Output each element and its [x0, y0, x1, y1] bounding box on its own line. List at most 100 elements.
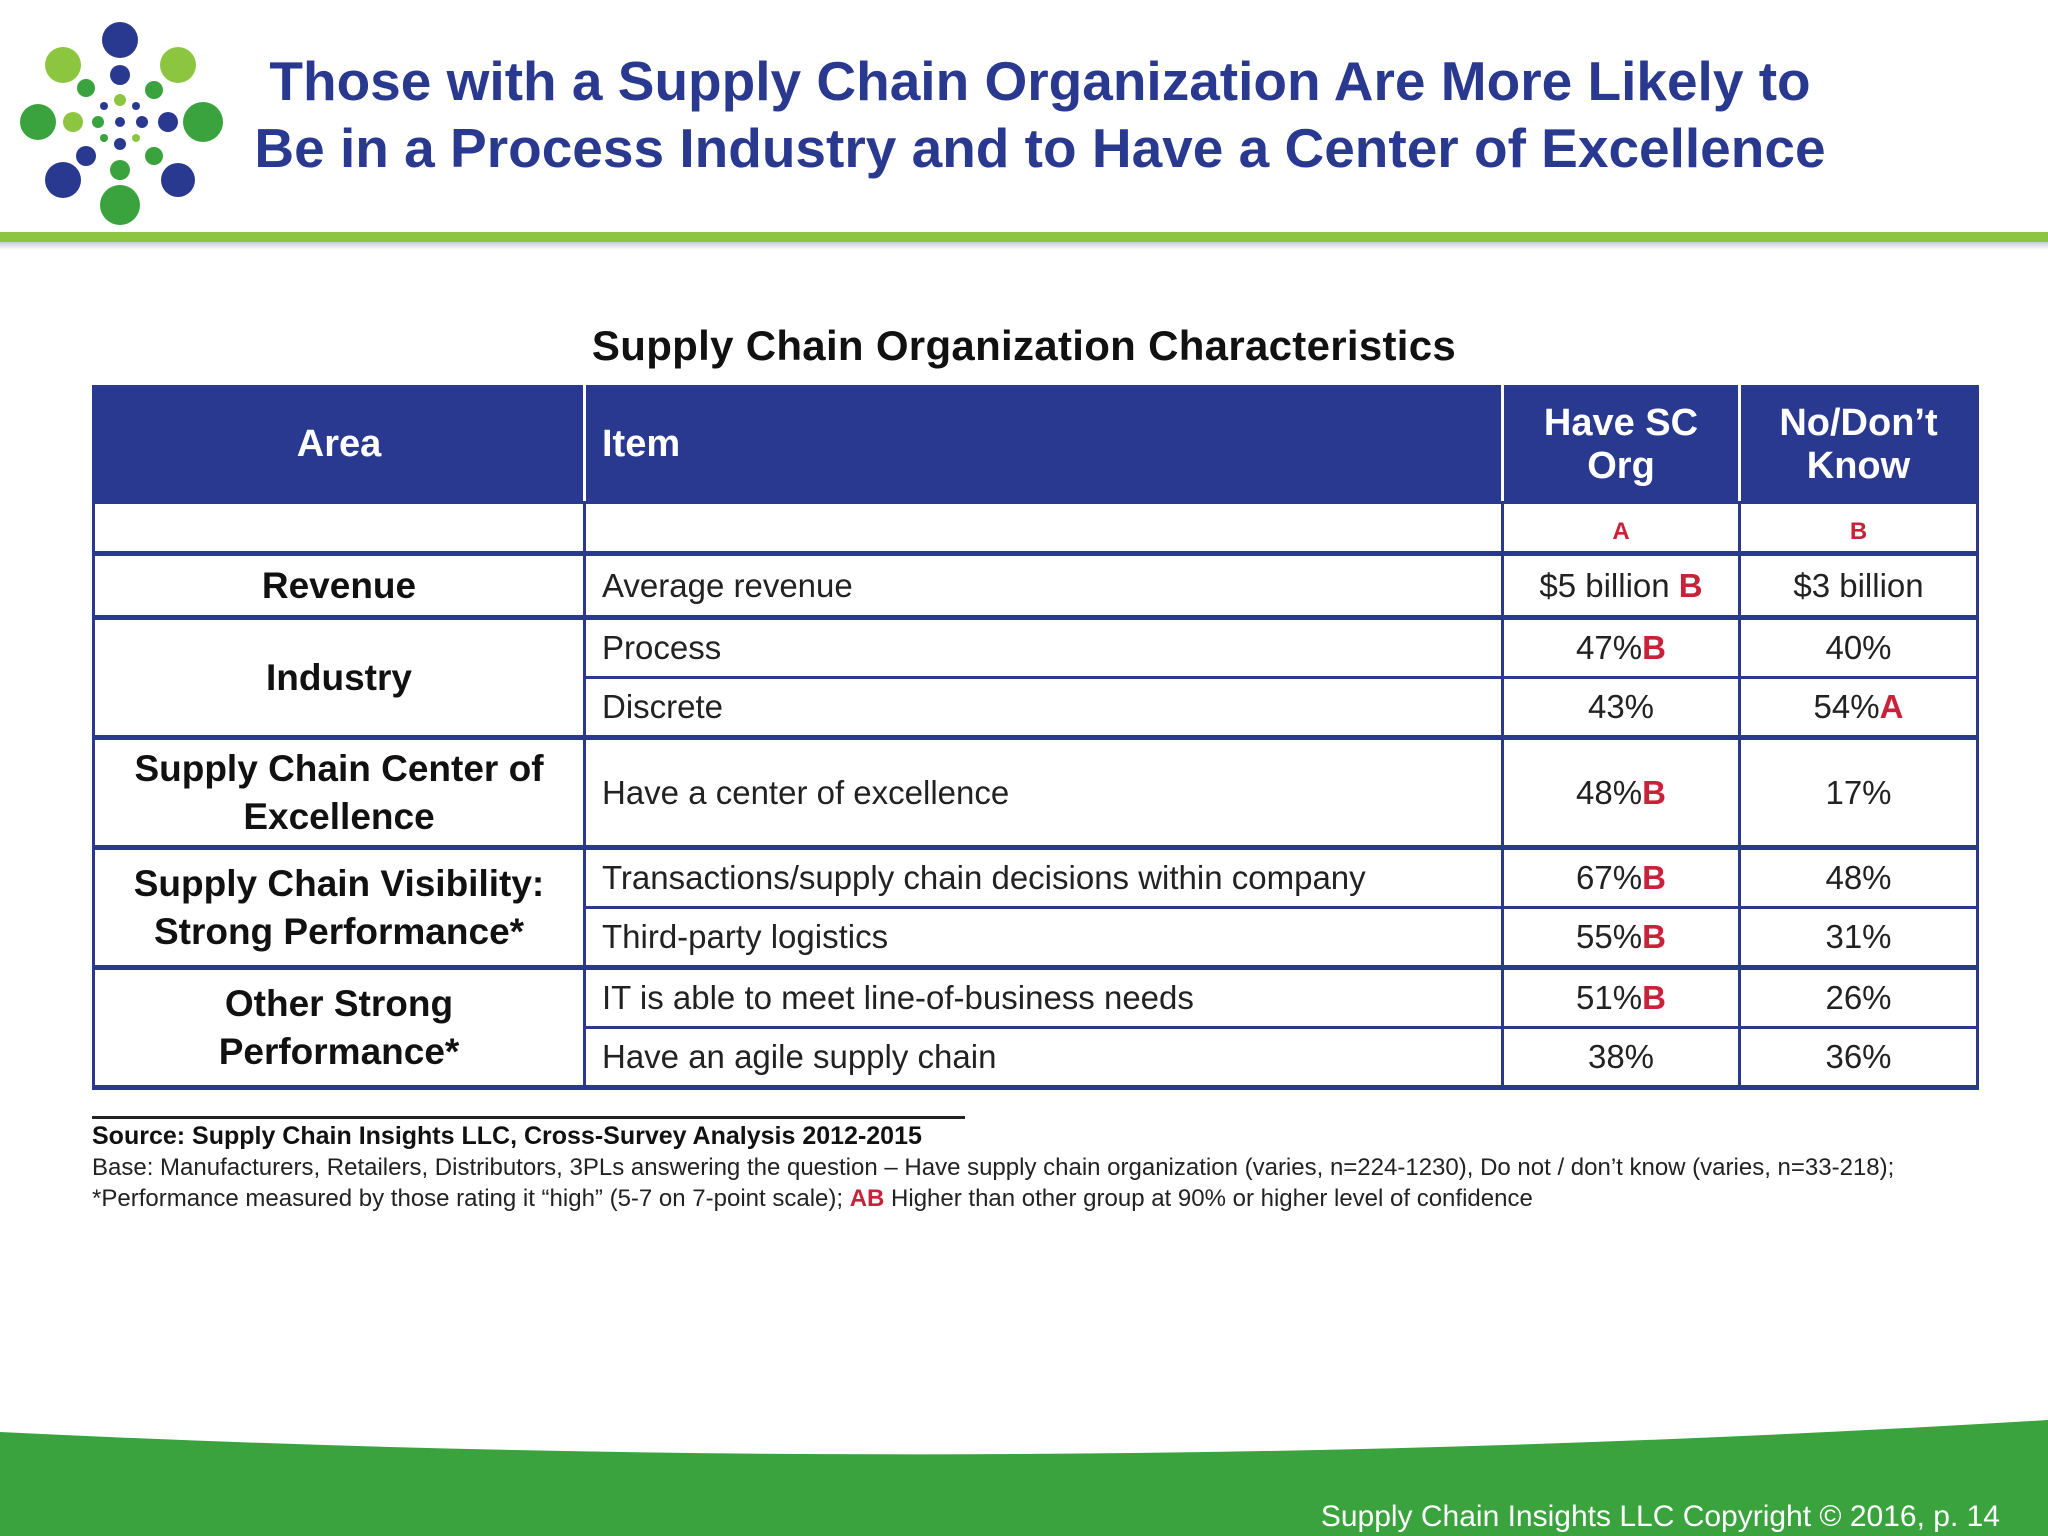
header-have-sc-org: Have SC Org [1501, 385, 1741, 504]
header-item: Item [583, 385, 1504, 504]
no-dont-know-value: 40% [1738, 616, 1979, 679]
value-text: 40% [1825, 629, 1892, 666]
value-text: 26% [1825, 979, 1892, 1016]
group-letter-row: A B [92, 501, 1979, 555]
no-dont-know-value: 31% [1738, 906, 1979, 969]
value-text: 54% [1813, 688, 1880, 725]
have-sc-value: 51%B [1501, 966, 1741, 1029]
item-cell: Have a center of excellence [583, 736, 1504, 849]
table-row: Have an agile supply chain 38% 36% [94, 1026, 1979, 1089]
have-sc-value: 38% [1501, 1026, 1741, 1089]
characteristics-table: Area Item Have SC Org No/Don’t Know A B … [92, 385, 1979, 1090]
table-row: Discrete 43% 54%A [94, 676, 1979, 739]
no-dont-know-value: 26% [1738, 966, 1979, 1029]
table-title: Supply Chain Organization Characteristic… [591, 322, 1457, 369]
group-letter-a: A [1501, 501, 1741, 555]
significance-marker: B [1642, 773, 1666, 811]
footer-copyright: Supply Chain Insights LLC Copyright © 20… [1320, 1500, 2000, 1533]
area-cell: Other Strong Performance* [92, 966, 586, 1089]
base-note: Base: Manufacturers, Retailers, Distribu… [92, 1152, 1992, 1214]
header-area: Area [92, 385, 586, 504]
group-center-of-excellence: Supply Chain Center of Excellence Have a… [92, 736, 1979, 849]
group-letter-empty-item [583, 501, 1504, 555]
item-cell: Process [583, 616, 1504, 679]
header-no-dont-know: No/Don’t Know [1738, 385, 1979, 504]
header-have-sc-org-line-1: Have SC [1543, 401, 1699, 444]
value-text: 17% [1825, 773, 1892, 811]
header-no-dont-know-line-1: No/Don’t [1779, 401, 1938, 444]
group-industry: Industry Process 47%B 40% Discrete 43% 5… [92, 616, 1979, 739]
table-row: Third-party logistics 55%B 31% [94, 906, 1979, 969]
significance-marker: B [1642, 918, 1666, 955]
have-sc-value: $5 billion B [1501, 552, 1741, 619]
header-have-sc-org-line-2: Org [1587, 444, 1655, 487]
area-line-1: Supply Chain Visibility: [133, 862, 545, 904]
header-no-dont-know-line-2: Know [1806, 444, 1911, 487]
item-cell: Transactions/supply chain decisions with… [583, 846, 1504, 909]
value-text: 36% [1825, 1038, 1892, 1075]
significance-marker: B [1642, 979, 1666, 1016]
group-letter-empty-area [92, 501, 586, 555]
item-cell: Average revenue [583, 552, 1504, 619]
slide-title-line-2: Be in a Process Industry and to Have a C… [254, 117, 1826, 179]
table-row: Supply Chain Center of Excellence Have a… [92, 736, 1979, 849]
have-sc-value: 48%B [1501, 736, 1741, 849]
item-cell: Have an agile supply chain [583, 1026, 1504, 1089]
item-cell: Discrete [583, 676, 1504, 739]
have-sc-value: 47%B [1501, 616, 1741, 679]
significance-legend: AB [849, 1185, 885, 1212]
significance-marker: A [1879, 688, 1904, 725]
slide-title: Those with a Supply Chain Organization A… [215, 48, 1865, 182]
group-letter-b: B [1738, 501, 1979, 555]
value-text: 48% [1576, 773, 1643, 811]
base-note-text-end: Higher than other group at 90% or higher… [884, 1185, 1533, 1212]
group-supply-chain-visibility: Supply Chain Visibility: Strong Performa… [92, 846, 1979, 969]
value-text: 31% [1825, 918, 1892, 955]
no-dont-know-value: 36% [1738, 1026, 1979, 1089]
area-cell: Revenue [92, 552, 586, 619]
value-text: $3 billion [1793, 566, 1924, 604]
no-dont-know-value: $3 billion [1738, 552, 1979, 619]
group-other-strong-performance: Other Strong Performance* IT is able to … [92, 966, 1979, 1089]
table-row: Other Strong Performance* IT is able to … [92, 966, 1979, 1089]
value-text: 51% [1576, 979, 1643, 1016]
footer-band [0, 1420, 2048, 1536]
area-line-2: Strong Performance* [153, 910, 525, 952]
significance-marker: B [1678, 566, 1703, 604]
have-sc-value: 67%B [1501, 846, 1741, 909]
group-letter-a-text: A [1612, 517, 1630, 545]
table-header-row: Area Item Have SC Org No/Don’t Know [92, 385, 1979, 504]
base-note-text: Base: Manufacturers, Retailers, Distribu… [92, 1154, 1895, 1212]
significance-marker: B [1642, 859, 1666, 896]
value-text: $5 billion [1539, 566, 1679, 604]
area-line-2: Performance* [218, 1030, 460, 1072]
source-underline [92, 1116, 965, 1119]
table-row: Industry Process 47%B 40% [92, 616, 1979, 739]
value-text: 55% [1576, 918, 1643, 955]
value-text: 48% [1825, 859, 1892, 896]
area-line-2: Excellence [243, 795, 435, 837]
no-dont-know-value: 48% [1738, 846, 1979, 909]
have-sc-value: 43% [1501, 676, 1741, 739]
value-text: 43% [1587, 688, 1655, 725]
table-row: Supply Chain Visibility: Strong Performa… [92, 846, 1979, 969]
area-line-1: Other Strong [224, 982, 454, 1024]
value-text: 47% [1576, 629, 1643, 666]
item-cell: Third-party logistics [583, 906, 1504, 969]
group-letter-b-text: B [1849, 517, 1868, 545]
value-text: 67% [1576, 859, 1643, 896]
area-cell: Industry [92, 616, 586, 739]
significance-marker: B [1642, 629, 1666, 666]
table-row: Revenue Average revenue $5 billion B $3 … [92, 552, 1979, 619]
value-text: 38% [1587, 1038, 1655, 1075]
header-divider-shadow [0, 242, 2048, 250]
group-revenue: Revenue Average revenue $5 billion B $3 … [92, 552, 1979, 619]
no-dont-know-value: 17% [1738, 736, 1979, 849]
area-cell: Supply Chain Center of Excellence [92, 736, 586, 849]
header-divider [0, 232, 2048, 242]
area-cell: Supply Chain Visibility: Strong Performa… [92, 846, 586, 969]
company-logo-icon [20, 22, 223, 225]
no-dont-know-value: 54%A [1738, 676, 1979, 739]
source-note: Source: Supply Chain Insights LLC, Cross… [92, 1122, 922, 1150]
area-line-1: Supply Chain Center of [134, 747, 544, 789]
